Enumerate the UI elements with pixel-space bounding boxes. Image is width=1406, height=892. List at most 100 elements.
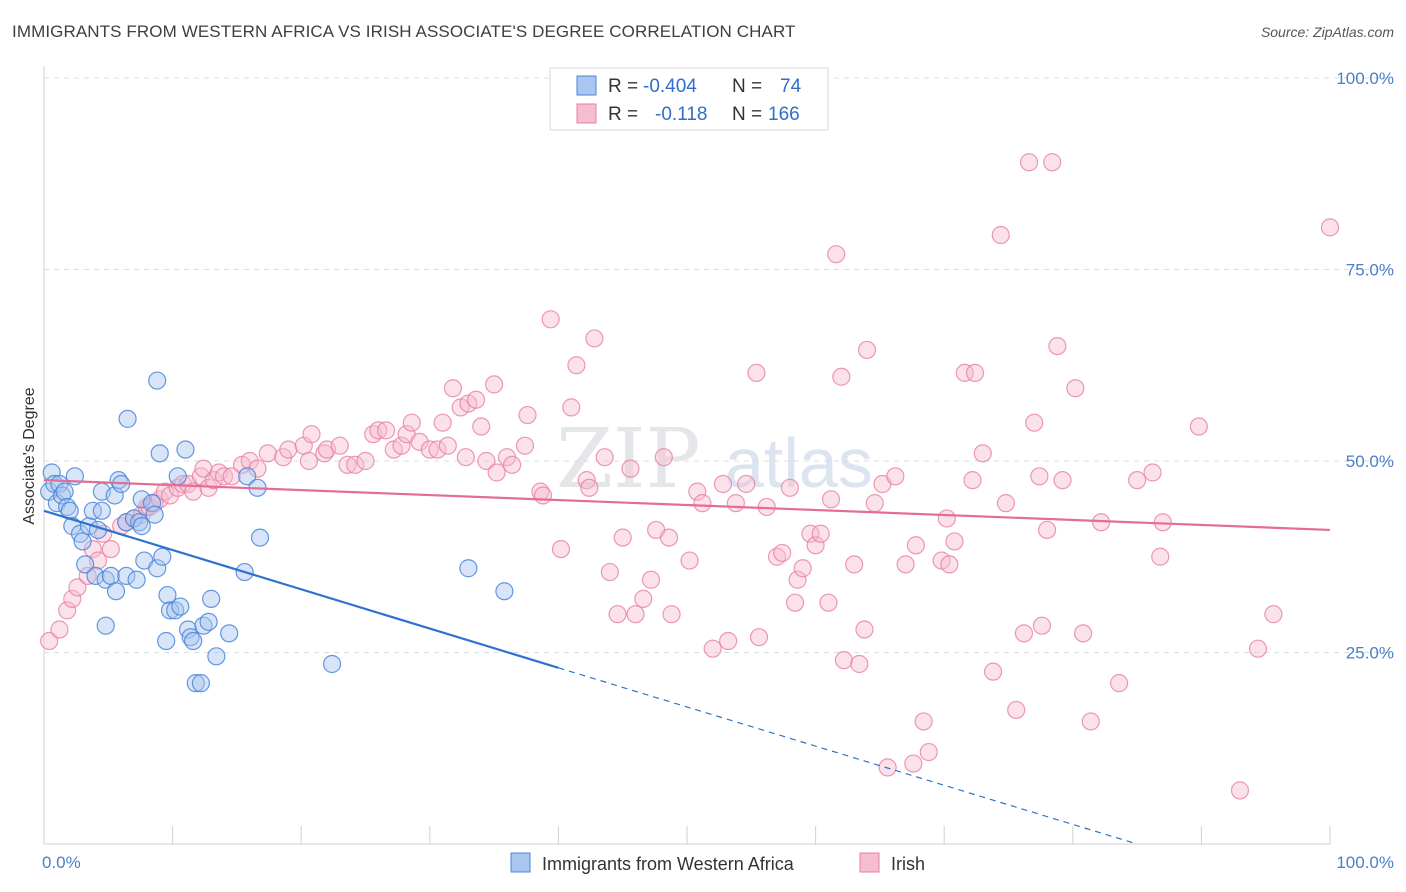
- irish-point-69: [515, 436, 535, 455]
- irish-point-6: [83, 539, 102, 559]
- irish-point-115: [832, 367, 851, 386]
- irish-point-137: [973, 444, 992, 463]
- watermark-zip: ZIP: [556, 412, 701, 507]
- irish-point-44: [346, 455, 365, 474]
- y-tick-labels: 25.0% 50.0% 75.0% 100.0%: [1336, 69, 1394, 663]
- western-africa-point-23: [105, 486, 124, 505]
- irish-point-66: [487, 463, 506, 482]
- y-tick-label-25: 25.0%: [1346, 644, 1394, 663]
- irish-point-85: [626, 605, 645, 624]
- y-tick-label-50: 50.0%: [1346, 452, 1394, 471]
- irish-point-129: [919, 742, 938, 762]
- irish-point-126: [904, 754, 923, 773]
- western-africa-trend-line: [43, 509, 559, 669]
- irish-point-164: [1320, 218, 1340, 237]
- irish-point-138: [983, 662, 1003, 681]
- irish-point-80: [595, 448, 614, 467]
- irish-point-161: [1230, 781, 1250, 800]
- legend-swatch-pink: [576, 103, 597, 124]
- irish-point-45: [356, 451, 375, 471]
- irish-point-123: [878, 758, 897, 777]
- irish-point-106: [785, 593, 805, 612]
- irish-point-132: [940, 555, 959, 574]
- irish-point-150: [1053, 471, 1072, 490]
- irish-point-124: [886, 467, 905, 486]
- western-africa-point-13: [76, 555, 95, 574]
- western-africa-point-42: [157, 631, 176, 651]
- western-africa-point-52: [186, 674, 205, 693]
- irish-point-149: [1048, 337, 1067, 356]
- western-africa-point-22: [101, 566, 120, 586]
- irish-point-56: [433, 413, 452, 432]
- western-africa-point-36: [142, 494, 162, 513]
- irish-point-90: [659, 528, 679, 547]
- irish-point-2: [58, 601, 77, 620]
- western-africa-point-57: [207, 647, 226, 666]
- irish-point-83: [613, 528, 632, 547]
- irish-point-57: [438, 436, 457, 455]
- irish-point-146: [1032, 616, 1052, 635]
- irish-point-72: [533, 486, 553, 505]
- legend-r-value-2: -0.118: [655, 104, 707, 125]
- legend-r-value-1: -0.404: [643, 76, 697, 97]
- western-africa-point-6: [55, 482, 74, 501]
- western-africa-point-63: [322, 654, 342, 674]
- irish-point-52: [402, 413, 421, 432]
- western-africa-point-48: [176, 440, 195, 459]
- irish-point-78: [580, 478, 599, 497]
- western-africa-point-41: [153, 547, 172, 566]
- western-africa-point-47: [171, 597, 190, 616]
- western-africa-point-58: [220, 624, 239, 643]
- irish-point-65: [485, 375, 504, 394]
- irish-point-142: [1014, 624, 1034, 643]
- irish-point-81: [600, 562, 619, 582]
- irish-point-48: [376, 421, 396, 440]
- western-africa-point-59: [238, 467, 257, 486]
- irish-point-121: [865, 494, 884, 513]
- irish-point-98: [726, 494, 745, 513]
- irish-point-68: [503, 455, 522, 474]
- irish-point-42: [330, 436, 349, 455]
- western-africa-point-40: [150, 444, 169, 463]
- irish-point-133: [945, 532, 964, 551]
- irish-point-47: [369, 421, 388, 440]
- irish-point-30: [222, 467, 241, 486]
- western-africa-point-43: [158, 585, 177, 605]
- western-africa-point-21: [96, 616, 115, 635]
- y-tick-label-100: 100.0%: [1336, 69, 1394, 88]
- western-africa-point-65: [495, 582, 514, 601]
- irish-point-60: [456, 448, 475, 467]
- irish-point-9: [101, 539, 120, 559]
- western-africa-point-24: [106, 582, 126, 601]
- irish-point-117: [845, 555, 864, 574]
- irish-point-105: [780, 478, 799, 497]
- x-tick-label-0: 0.0%: [42, 853, 81, 872]
- watermark-atlas: atlas: [725, 424, 873, 502]
- western-africa-point-18: [92, 501, 111, 520]
- irish-point-131: [937, 509, 956, 528]
- irish-point-23: [184, 482, 203, 501]
- irish-point-73: [541, 310, 560, 329]
- x-tick-label-100: 100.0%: [1336, 853, 1394, 872]
- irish-point-34: [258, 444, 277, 463]
- irish-point-53: [410, 432, 429, 451]
- irish-trend-line: [43, 479, 1331, 532]
- irish-point-134: [955, 363, 974, 383]
- irish-point-120: [857, 340, 877, 360]
- irish-point-141: [1007, 700, 1026, 720]
- irish-point-158: [1151, 547, 1170, 566]
- irish-point-104: [773, 543, 792, 563]
- irish-point-125: [896, 555, 915, 574]
- irish-point-110: [806, 536, 825, 555]
- irish-point-145: [1030, 467, 1049, 486]
- irish-point-135: [963, 471, 982, 490]
- irish-point-157: [1143, 463, 1162, 482]
- western-africa-point-39: [148, 371, 167, 390]
- western-africa-point-53: [191, 674, 210, 693]
- chart-source: Source: ZipAtlas.com: [1260, 24, 1394, 40]
- irish-point-84: [621, 459, 640, 478]
- bottom-legend-label-irish: Irish: [891, 854, 925, 874]
- series-legend: Immigrants from Western Africa Irish: [510, 852, 925, 874]
- irish-point-39: [302, 425, 321, 444]
